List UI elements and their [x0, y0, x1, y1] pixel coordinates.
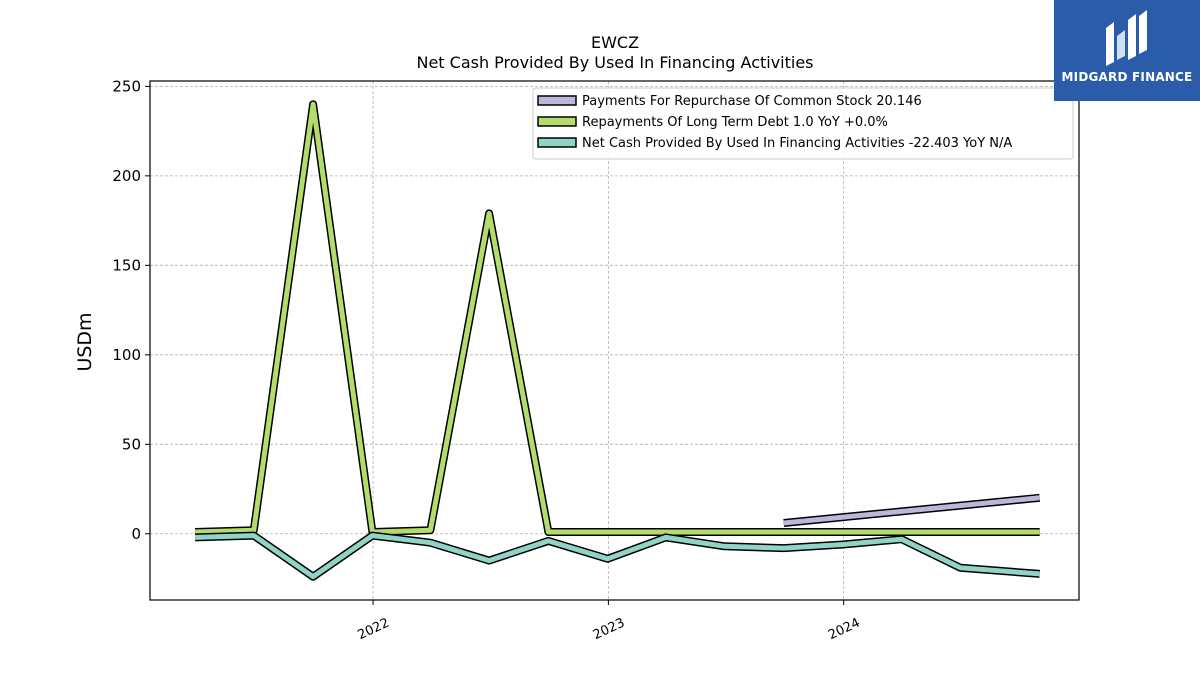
series-stroke — [195, 533, 1040, 580]
y-tick-label: 200 — [112, 167, 141, 185]
legend-label: Repayments Of Long Term Debt 1.0 YoY +0.… — [582, 115, 888, 130]
brand-logo: MIDGARD FINANCE — [1054, 0, 1200, 101]
series-stroke — [783, 495, 1040, 526]
legend: Payments For Repurchase Of Common Stock … — [532, 87, 1074, 160]
series-line-2 — [194, 531, 1041, 581]
chart-subtitle: Net Cash Provided By Used In Financing A… — [416, 53, 813, 72]
logo-mark-icon — [1106, 10, 1147, 66]
legend-swatch — [537, 137, 577, 148]
x-tick-label: 2022 — [356, 616, 392, 644]
x-tick-label: 2024 — [826, 616, 862, 644]
y-tick-label: 150 — [112, 256, 141, 274]
y-tick-label: 50 — [122, 435, 141, 453]
legend-swatch — [537, 116, 577, 127]
y-tick-label: 250 — [112, 77, 141, 95]
legend-label: Net Cash Provided By Used In Financing A… — [582, 136, 1012, 151]
legend-box — [532, 87, 1074, 160]
x-axis: 2022 2023 2024 — [356, 600, 862, 644]
y-axis-label: USDm — [74, 312, 96, 371]
series-line-0 — [783, 493, 1041, 527]
legend-label: Payments For Repurchase Of Common Stock … — [582, 94, 922, 109]
x-tick-label: 2023 — [591, 616, 627, 644]
plot-area-frame — [149, 80, 1080, 601]
logo-text: MIDGARD FINANCE — [1061, 70, 1193, 84]
y-tick-label: 100 — [112, 346, 141, 364]
series-stroke — [195, 101, 1040, 535]
series-lines — [194, 100, 1041, 581]
y-tick-label: 0 — [131, 525, 141, 543]
legend-swatch — [537, 95, 577, 106]
chart-title: EWCZ — [591, 33, 639, 52]
y-axis: 0 50 100 150 200 250 — [112, 77, 150, 543]
series-line-1 — [194, 100, 1040, 536]
